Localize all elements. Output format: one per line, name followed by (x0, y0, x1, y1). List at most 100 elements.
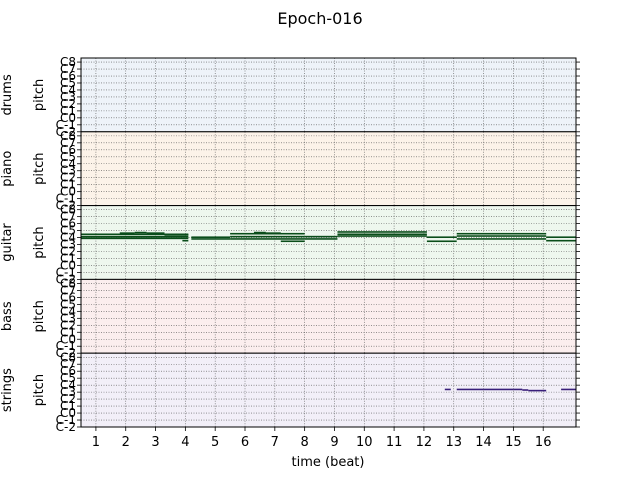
pitch-axis-label: pitch (32, 153, 47, 185)
y-tick-label: C6 (60, 364, 76, 378)
y-tick-label: C3 (60, 164, 76, 178)
note (191, 236, 231, 238)
y-tick-label: C2 (60, 171, 76, 185)
y-tick-label: C6 (60, 69, 76, 83)
note (513, 388, 523, 391)
note (81, 237, 189, 240)
note (456, 232, 547, 235)
y-tick-label: C4 (60, 157, 76, 171)
note (456, 238, 547, 240)
x-tick-label: 6 (241, 435, 249, 450)
note (528, 389, 547, 392)
pitch-axis-label: pitch (32, 374, 47, 406)
y-tick-label: C-2 (56, 346, 76, 360)
x-tick-label: 1 (92, 435, 100, 450)
y-tick-label: C4 (60, 378, 76, 392)
y-tick-label: C-1 (56, 192, 76, 206)
y-tick-label: C8 (60, 129, 76, 143)
y-tick-label: C8 (60, 350, 76, 364)
y-tick-label: C-1 (56, 413, 76, 427)
y-tick-label: C5 (60, 76, 76, 90)
track-name-label: drums (0, 74, 15, 115)
note (337, 235, 427, 237)
note (182, 239, 189, 242)
y-tick-label: C-1 (56, 339, 76, 353)
x-axis: 1 2 3 4 5 6 7 8 9 10 11 12 13 14 15 16 (92, 427, 552, 450)
y-tick-label: C1 (60, 325, 76, 339)
y-tick-label: C2 (60, 392, 76, 406)
y-tick-label: C1 (60, 399, 76, 413)
y-tick-label: C6 (60, 290, 76, 304)
note (253, 231, 266, 234)
track-name-label: bass (0, 301, 15, 331)
y-tick-label: C5 (60, 224, 76, 238)
y-tick-label: C3 (60, 238, 76, 252)
note (304, 235, 338, 238)
chart-title: Epoch-016 (277, 9, 362, 28)
note (483, 388, 514, 391)
y-tick-label: C0 (60, 185, 76, 199)
note (546, 239, 576, 242)
y-tick-label: C8 (60, 203, 76, 217)
y-tick-label: C7 (60, 357, 76, 371)
y-tick-label: C7 (60, 210, 76, 224)
y-tick-label: C0 (60, 111, 76, 125)
pitch-axis-label: pitch (32, 226, 47, 258)
y-tick-label: C2 (60, 97, 76, 111)
x-tick-label: 12 (416, 435, 433, 450)
y-tick-label: C6 (60, 143, 76, 157)
y-tick-label: C2 (60, 245, 76, 259)
track-background (81, 58, 576, 132)
x-tick-label: 4 (181, 435, 189, 450)
note (134, 231, 147, 234)
note (280, 240, 305, 243)
y-tick-label: C-2 (56, 199, 76, 213)
track-frame (80, 352, 577, 428)
note (265, 232, 281, 234)
y-tick-label: C3 (60, 385, 76, 399)
x-tick-label: 3 (151, 435, 159, 450)
y-tick-label: C-1 (56, 118, 76, 132)
y-tick-label: C3 (60, 90, 76, 104)
note (337, 233, 427, 236)
x-tick-label: 16 (535, 435, 552, 450)
y-tick-label: C7 (60, 136, 76, 150)
y-tick-label: C0 (60, 258, 76, 272)
y-tick-label: C0 (60, 406, 76, 420)
note (444, 388, 451, 391)
x-axis-label: time (beat) (292, 455, 365, 470)
note (304, 238, 338, 240)
y-tick-label: C1 (60, 178, 76, 192)
x-tick-label: 11 (386, 435, 403, 450)
x-tick-label: 15 (505, 435, 522, 450)
x-tick-label: 5 (211, 435, 219, 450)
note (146, 232, 165, 234)
note (426, 236, 457, 238)
y-tick-label: C8 (60, 55, 76, 69)
y-tick-label: C-2 (56, 272, 76, 286)
y-tick-label: C4 (60, 304, 76, 318)
note (191, 238, 231, 240)
note (164, 234, 189, 236)
note (81, 233, 189, 236)
x-tick-label: 2 (122, 435, 130, 450)
y-tick-label: C0 (60, 332, 76, 346)
note (522, 389, 529, 391)
y-tick-label: C7 (60, 283, 76, 297)
note (546, 236, 576, 238)
note (456, 235, 547, 237)
pitch-axis-label: pitch (32, 79, 47, 111)
x-tick-label: 10 (356, 435, 373, 450)
note (456, 388, 484, 391)
x-tick-label: 14 (475, 435, 492, 450)
track-name-label: guitar (0, 223, 15, 262)
note (337, 231, 427, 233)
y-tick-label: C5 (60, 371, 76, 385)
